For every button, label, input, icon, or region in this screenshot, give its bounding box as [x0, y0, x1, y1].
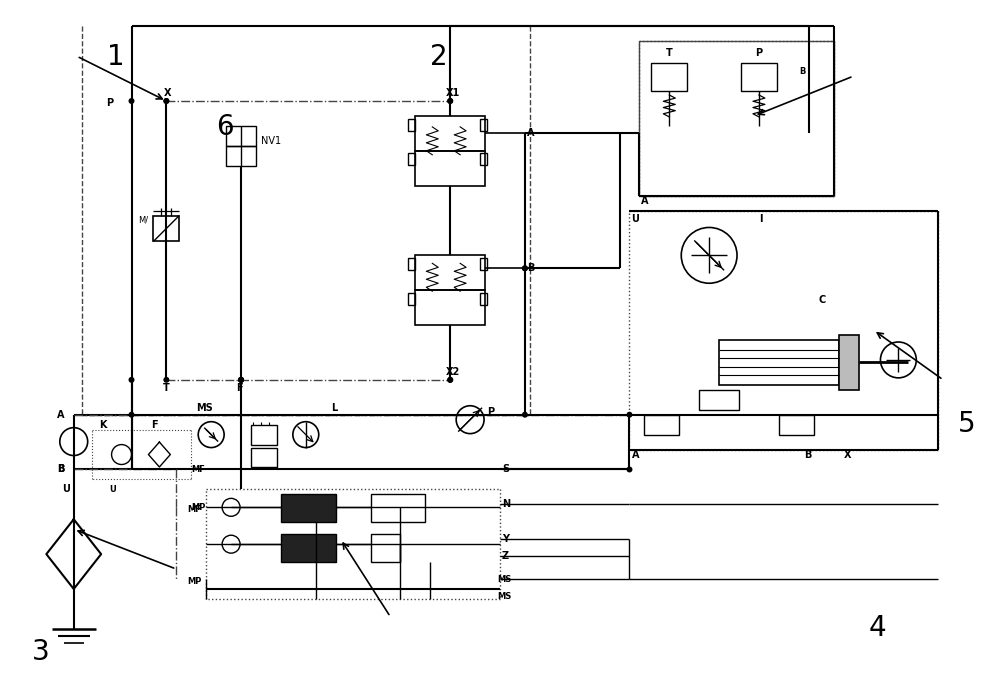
Circle shape: [522, 265, 528, 272]
Text: B: B: [804, 449, 811, 460]
Bar: [153, 215, 179, 241]
Text: T: T: [666, 48, 673, 58]
Text: X1: X1: [446, 88, 460, 98]
Text: 3: 3: [32, 638, 50, 666]
Text: B: B: [57, 464, 64, 475]
Text: MS: MS: [497, 575, 511, 583]
Text: P: P: [755, 48, 763, 58]
Text: L: L: [331, 403, 337, 412]
Circle shape: [626, 412, 632, 418]
Bar: [251, 447, 277, 467]
Text: F: F: [151, 420, 158, 430]
Text: U: U: [110, 485, 116, 494]
Text: 5: 5: [958, 410, 976, 438]
Bar: [651, 63, 687, 91]
Text: I: I: [759, 213, 762, 224]
Text: T: T: [163, 383, 170, 393]
Bar: [779, 415, 814, 434]
Bar: [415, 150, 485, 185]
Bar: [644, 415, 679, 434]
Text: X: X: [844, 449, 851, 460]
Bar: [639, 41, 834, 196]
Text: M/: M/: [138, 216, 149, 225]
Text: MP: MP: [187, 577, 201, 586]
Circle shape: [238, 377, 244, 383]
Bar: [415, 116, 485, 150]
Bar: [415, 255, 485, 290]
Text: MP: MP: [191, 503, 206, 512]
Bar: [415, 290, 485, 325]
Text: F: F: [236, 383, 243, 393]
Bar: [839, 335, 859, 390]
Text: MS: MS: [497, 592, 511, 601]
Bar: [226, 126, 256, 146]
Text: NV1: NV1: [261, 136, 281, 146]
Text: S: S: [502, 464, 509, 475]
Text: MF: MF: [187, 505, 201, 514]
Circle shape: [129, 377, 134, 383]
Text: K: K: [99, 420, 106, 430]
Bar: [480, 119, 487, 131]
Circle shape: [163, 98, 169, 104]
Bar: [408, 153, 415, 165]
Bar: [480, 153, 487, 165]
Bar: [408, 259, 415, 270]
Text: U: U: [631, 213, 639, 224]
Text: A: A: [631, 449, 639, 460]
Text: N: N: [502, 499, 510, 510]
Circle shape: [238, 377, 244, 383]
Text: B: B: [57, 464, 64, 475]
Circle shape: [163, 377, 169, 383]
Circle shape: [522, 265, 528, 272]
Bar: [408, 119, 415, 131]
Text: B: B: [799, 66, 805, 76]
Circle shape: [626, 466, 632, 473]
Circle shape: [447, 377, 453, 383]
Text: 2: 2: [430, 43, 448, 71]
Circle shape: [447, 98, 453, 104]
Text: MS: MS: [196, 403, 213, 412]
Bar: [408, 293, 415, 305]
Text: B: B: [527, 263, 534, 274]
Text: P: P: [487, 407, 494, 417]
Text: A: A: [527, 128, 534, 138]
Bar: [699, 390, 739, 410]
Bar: [281, 534, 336, 562]
Circle shape: [163, 98, 169, 104]
Circle shape: [522, 412, 528, 418]
Bar: [226, 146, 256, 166]
Bar: [480, 259, 487, 270]
Text: U: U: [62, 484, 70, 495]
Text: 4: 4: [868, 614, 886, 642]
Text: X2: X2: [446, 367, 460, 377]
Text: MF: MF: [191, 465, 205, 474]
Text: Z: Z: [502, 551, 509, 561]
Text: A: A: [641, 196, 649, 206]
Text: 1: 1: [107, 43, 124, 71]
Bar: [480, 293, 487, 305]
Circle shape: [447, 377, 453, 383]
Bar: [281, 495, 336, 523]
Bar: [719, 340, 839, 385]
Bar: [251, 425, 277, 445]
Text: C: C: [819, 295, 826, 305]
Text: 6: 6: [216, 114, 234, 142]
Text: P: P: [107, 98, 114, 108]
Bar: [371, 534, 400, 562]
Circle shape: [447, 98, 453, 104]
Text: X: X: [163, 88, 171, 98]
Bar: [741, 63, 777, 91]
Text: Y: Y: [502, 534, 509, 544]
Text: A: A: [57, 410, 64, 420]
Circle shape: [129, 98, 134, 104]
Circle shape: [129, 412, 134, 418]
Bar: [371, 495, 425, 523]
Circle shape: [238, 377, 244, 383]
